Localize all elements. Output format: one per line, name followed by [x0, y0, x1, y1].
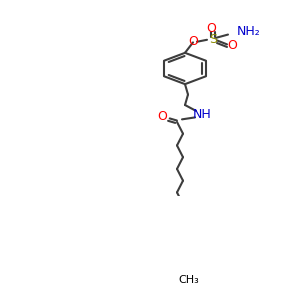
Text: NH: NH [193, 108, 211, 121]
Text: CH₃: CH₃ [178, 275, 200, 285]
Text: O: O [227, 39, 237, 52]
Text: NH₂: NH₂ [237, 25, 261, 38]
Text: O: O [206, 22, 216, 35]
Text: S: S [209, 33, 217, 46]
Text: O: O [188, 35, 198, 48]
Text: O: O [157, 110, 167, 123]
